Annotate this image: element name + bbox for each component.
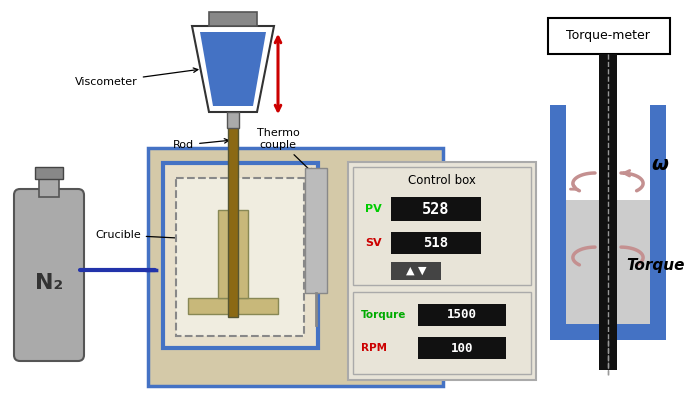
Text: 1500: 1500 — [447, 308, 477, 321]
Bar — [305, 168, 327, 293]
Bar — [348, 162, 536, 380]
Bar — [353, 167, 531, 285]
Bar — [228, 82, 238, 317]
Polygon shape — [192, 26, 274, 112]
Bar — [566, 200, 650, 324]
Bar — [391, 232, 481, 254]
Text: Crucible: Crucible — [95, 230, 214, 242]
Text: 518: 518 — [423, 236, 448, 250]
Text: Torque-meter: Torque-meter — [566, 29, 650, 43]
Bar — [218, 210, 248, 298]
Bar — [418, 337, 506, 359]
Text: RPM: RPM — [361, 343, 387, 353]
Text: Rod: Rod — [173, 139, 229, 150]
Bar — [39, 177, 59, 197]
Text: N₂: N₂ — [35, 273, 63, 293]
Bar — [650, 105, 666, 340]
Bar — [550, 105, 566, 340]
Bar — [176, 178, 304, 336]
Text: SV: SV — [365, 238, 381, 248]
Text: 528: 528 — [422, 202, 450, 216]
Text: ▲ ▼: ▲ ▼ — [406, 266, 426, 276]
Bar — [35, 167, 63, 179]
Polygon shape — [200, 32, 266, 106]
Bar — [163, 163, 318, 348]
Bar — [148, 148, 443, 386]
Text: 100: 100 — [451, 342, 473, 355]
Text: Torque: Torque — [626, 258, 684, 273]
Bar — [353, 292, 531, 374]
Bar — [548, 18, 670, 54]
Bar — [550, 324, 666, 340]
Bar — [188, 298, 278, 314]
Text: Torqure: Torqure — [361, 310, 406, 320]
Bar — [176, 178, 304, 336]
Bar — [418, 304, 506, 326]
Bar — [391, 262, 441, 280]
Text: Control box: Control box — [408, 173, 476, 187]
Bar — [391, 197, 481, 221]
Bar — [227, 112, 239, 128]
FancyBboxPatch shape — [14, 189, 84, 361]
Text: PV: PV — [365, 204, 381, 214]
Bar — [599, 54, 617, 370]
Text: ω: ω — [651, 155, 668, 175]
Text: Viscometer: Viscometer — [75, 68, 198, 87]
Text: Thermo
couple: Thermo couple — [257, 128, 313, 173]
Bar — [209, 12, 257, 26]
